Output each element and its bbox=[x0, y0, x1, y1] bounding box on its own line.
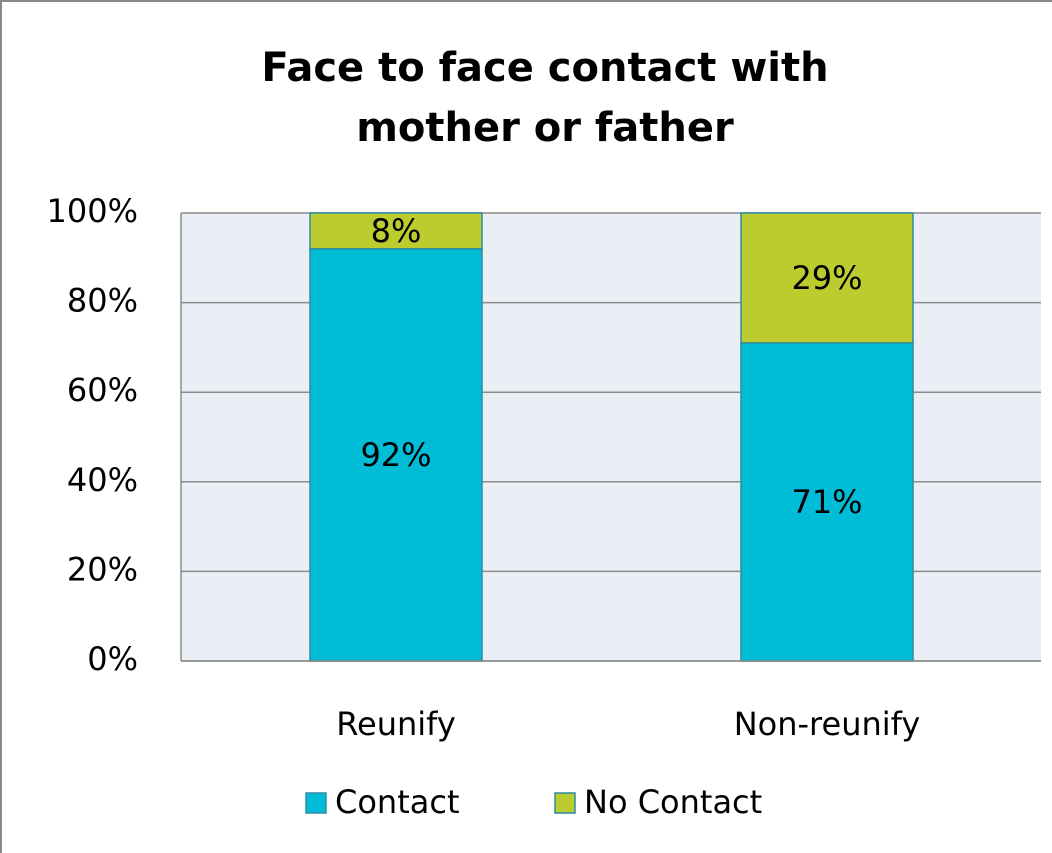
data-label: 29% bbox=[791, 259, 862, 297]
y-tick-label: 60% bbox=[67, 371, 138, 409]
legend-swatch bbox=[305, 792, 327, 814]
bar-segment bbox=[740, 212, 914, 344]
bar-segment bbox=[740, 342, 914, 662]
y-tick-label: 20% bbox=[67, 550, 138, 588]
y-tick-label: 80% bbox=[67, 282, 138, 320]
y-tick-label: 100% bbox=[47, 192, 138, 230]
y-tick-label: 0% bbox=[87, 640, 138, 678]
x-tick-label: Non-reunify bbox=[734, 705, 921, 743]
legend-label: Contact bbox=[335, 783, 460, 821]
x-tick-label: Reunify bbox=[336, 705, 456, 743]
legend-swatch bbox=[554, 792, 576, 814]
data-label: 71% bbox=[791, 483, 862, 521]
bar-segment bbox=[309, 212, 483, 250]
chart-title: Face to face contact with mother or fath… bbox=[261, 45, 829, 151]
data-label: 92% bbox=[360, 436, 431, 474]
y-tick-label: 40% bbox=[67, 461, 138, 499]
data-label: 8% bbox=[371, 212, 422, 250]
legend-label: No Contact bbox=[584, 783, 762, 821]
